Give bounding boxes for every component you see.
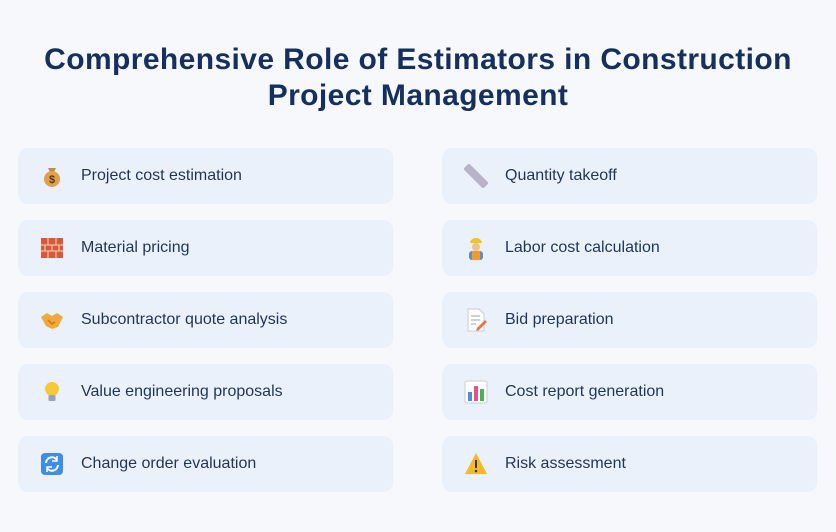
role-card: Value engineering proposals — [18, 364, 393, 420]
icon — [467, 308, 487, 332]
icon: $ — [44, 168, 60, 187]
icon — [464, 380, 488, 404]
role-label: Cost report generation — [505, 383, 665, 400]
role-label: Change order evaluation — [81, 455, 257, 472]
role-card: $ Project cost estimation — [18, 148, 393, 204]
icon — [464, 164, 488, 188]
icon — [41, 313, 63, 329]
icon — [41, 453, 63, 475]
icon — [41, 238, 63, 258]
role-label: Project cost estimation — [81, 167, 242, 184]
role-label: Labor cost calculation — [505, 239, 660, 256]
svg-text:$: $ — [49, 174, 55, 186]
role-label: Material pricing — [81, 239, 190, 256]
role-card: Subcontractor quote analysis — [18, 292, 393, 348]
role-label: Risk assessment — [505, 455, 626, 472]
title: Comprehensive Role of Estimators in Cons… — [44, 43, 792, 112]
role-label: Value engineering proposals — [81, 383, 283, 400]
role-card: Change order evaluation — [18, 436, 393, 492]
role-card: Quantity takeoff — [442, 148, 817, 204]
role-label: Subcontractor quote analysis — [81, 311, 288, 328]
icon — [45, 382, 59, 401]
role-label: Quantity takeoff — [505, 167, 617, 184]
icon — [469, 238, 483, 260]
role-card: Material pricing — [18, 220, 393, 276]
role-card: Labor cost calculation — [442, 220, 817, 276]
role-label: Bid preparation — [505, 311, 614, 328]
role-card: Cost report generation — [442, 364, 817, 420]
role-card: Bid preparation — [442, 292, 817, 348]
role-card: Risk assessment — [442, 436, 817, 492]
icon — [465, 453, 487, 474]
